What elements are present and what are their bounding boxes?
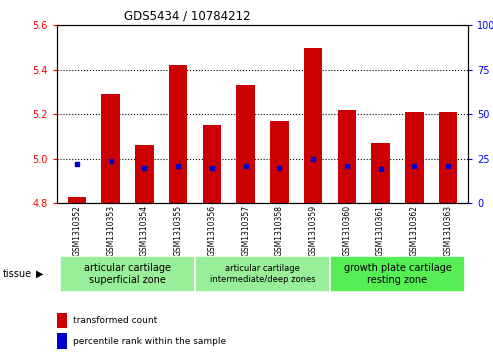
Bar [57,333,67,348]
Bar [195,256,330,292]
Text: articular cartilage
superficial zone: articular cartilage superficial zone [84,263,171,285]
Bar [102,94,120,203]
Bar [203,126,221,203]
Bar [405,112,423,203]
Bar [330,256,465,292]
Text: GDS5434 / 10784212: GDS5434 / 10784212 [124,9,250,22]
Bar [304,48,322,203]
Bar [68,197,86,203]
Text: articular cartilage
intermediate/deep zones: articular cartilage intermediate/deep zo… [210,264,316,284]
Text: percentile rank within the sample: percentile rank within the sample [73,337,226,346]
Bar [57,313,67,328]
Text: transformed count: transformed count [73,316,157,325]
Text: tissue: tissue [2,269,32,279]
Bar [338,110,356,203]
Text: ▶: ▶ [35,269,43,279]
Bar [236,85,255,203]
Bar [371,143,390,203]
Bar [169,65,187,203]
Bar [439,112,458,203]
Bar [60,256,195,292]
Text: growth plate cartilage
resting zone: growth plate cartilage resting zone [344,263,452,285]
Bar [270,121,289,203]
Bar [135,146,154,203]
